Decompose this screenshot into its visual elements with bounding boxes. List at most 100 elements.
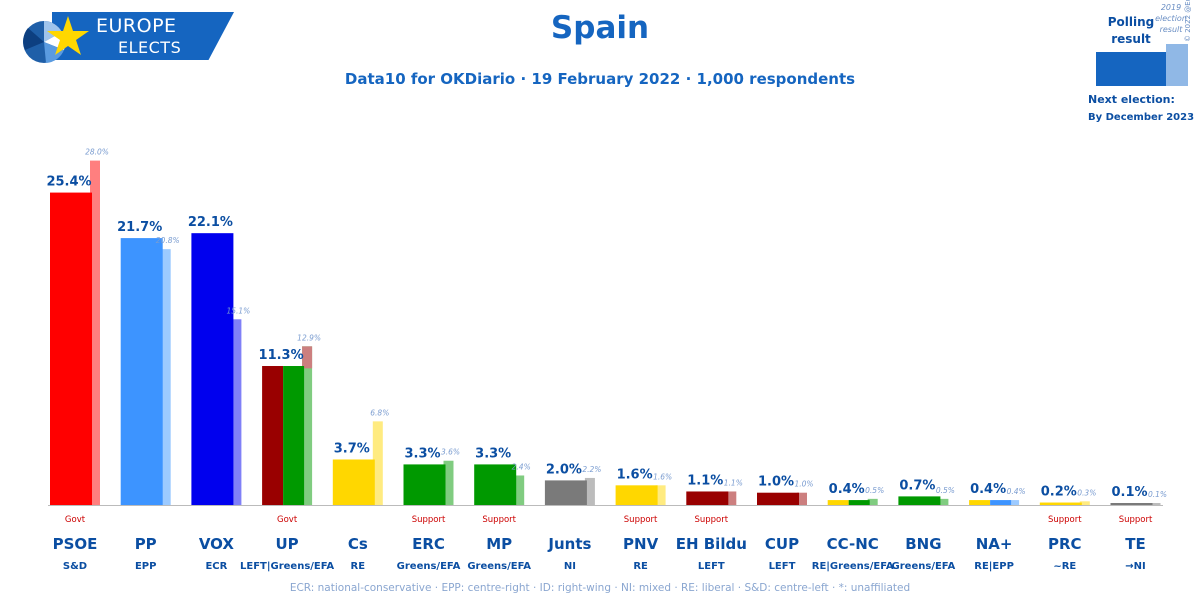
election-bar-prc [1079,501,1090,505]
party-group-label: Greens/EFA [397,561,461,572]
party-name-label: TE [1125,535,1145,553]
election-value-label: 2.2% [582,465,601,474]
footer-note: ECR: national-conservative · EPP: centre… [289,582,911,594]
party-group-label: EPP [135,561,157,572]
poll-bar-te [1110,503,1153,505]
poll-value-label: 1.6% [617,467,653,482]
logo-text-elects: ELECTS [118,38,182,57]
poll-value-label: 0.2% [1041,485,1077,500]
party-group-label: LEFT [698,561,725,572]
party-name-label: PP [135,535,157,553]
party-name-label: PRC [1048,535,1082,553]
poll-bar-na--seg2 [990,500,1012,505]
party-group-label: →NI [1125,561,1145,572]
legend-polling-swatch [1096,52,1166,86]
election-value-label: 1.6% [653,472,672,481]
poll-bar-pp [120,238,163,505]
poll-value-label: 2.0% [546,462,582,477]
party-name-label: UP [276,535,299,553]
election-bar-cup [797,492,807,505]
party-group-label: RE|Greens/EFA [812,561,894,572]
status-label: Support [1048,515,1082,525]
election-bar-pnv [655,485,666,505]
election-bar-cap-up [302,346,313,369]
poll-bar-erc [403,464,446,505]
status-label: Govt [65,515,86,525]
legend-election-swatch [1166,44,1188,86]
poll-value-label: 1.1% [687,473,723,488]
election-bar-erc [443,460,454,505]
poll-value-label: 25.4% [46,175,91,190]
election-value-label: 0.5% [865,486,884,495]
poll-bar-up-seg1 [262,366,284,505]
party-name-label: MP [486,535,512,553]
party-group-label: ECR [205,561,227,572]
election-bar-bng [938,498,949,505]
poll-bar-cc-nc-seg2 [848,500,870,505]
status-label: Support [412,515,446,525]
party-name-label: CUP [765,535,799,553]
poll-bar-vox [191,233,234,506]
party-group-label: LEFT [769,561,796,572]
next-election-label: Next election: [1088,93,1175,106]
chart-legend: Polling result 2019 election result © 20… [1086,0,1196,130]
poll-value-label: 1.0% [758,475,794,490]
election-value-label: 1.0% [794,480,813,489]
election-bar-junts [584,477,595,505]
poll-bar-cc-nc-seg1 [827,500,849,505]
election-value-label: 0.1% [1148,490,1167,499]
poll-value-label: 21.7% [117,220,162,235]
party-name-label: CC-NC [827,535,879,553]
party-group-label: Greens/EFA [892,561,956,572]
election-value-label: 0.5% [936,486,955,495]
election-value-label: 3.6% [441,448,460,457]
poll-bar-mp [474,464,517,505]
election-value-label: 2.4% [512,462,531,471]
legend-election-label: 2019 election result [1155,3,1187,34]
status-label: Support [694,515,728,525]
poll-value-label: 0.4% [829,482,865,497]
poll-value-label: 3.3% [475,446,511,461]
election-bar-na- [1009,500,1020,505]
poll-value-label: 11.3% [259,348,304,363]
poll-bar-eh-bildu [686,491,729,505]
party-name-label: PSOE [53,535,98,553]
party-name-label: Junts [547,535,591,553]
logo-banner [52,12,234,60]
election-bar-te [1150,503,1161,505]
election-value-label: 0.3% [1077,488,1096,497]
party-group-label: Greens/EFA [467,561,531,572]
poll-bar-cs [332,459,375,505]
poll-value-label: 22.1% [188,215,233,230]
party-group-label: ~RE [1053,561,1076,572]
party-name-label: BNG [905,535,941,553]
status-label: Support [1119,515,1153,525]
logo-text-europe: EUROPE [96,15,177,37]
election-value-label: 0.4% [1007,487,1026,496]
election-value-label: 1.1% [724,478,743,487]
party-group-label: LEFT|Greens/EFA [240,561,334,572]
party-group-label: RE|EPP [974,561,1014,572]
page-subtitle: Data10 for OKDiario · 19 February 2022 ·… [344,70,856,88]
party-name-label: NA+ [976,535,1013,553]
poll-value-label: 3.7% [334,441,370,456]
poll-value-label: 3.3% [404,446,440,461]
election-bar-eh-bildu [726,491,737,505]
party-name-label: Cs [348,535,368,553]
poll-bar-up-seg2 [283,366,305,505]
election-value-label: 12.9% [297,333,321,342]
poll-bar-junts [544,480,587,505]
next-election-value: By December 2023 [1088,112,1195,123]
party-group-label: NI [564,561,576,572]
party-name-label: PNV [623,535,659,553]
election-bar-vox [231,319,242,505]
poll-bar-cup [757,492,799,505]
poll-bar-prc [1039,502,1082,505]
legend-polling-label: Polling result [1107,15,1155,46]
status-label: Govt [277,515,298,525]
poll-value-label: 0.1% [1111,485,1147,500]
poll-bar-na--seg1 [969,500,991,505]
election-bar-mp [514,475,525,505]
status-label: Support [482,515,516,525]
